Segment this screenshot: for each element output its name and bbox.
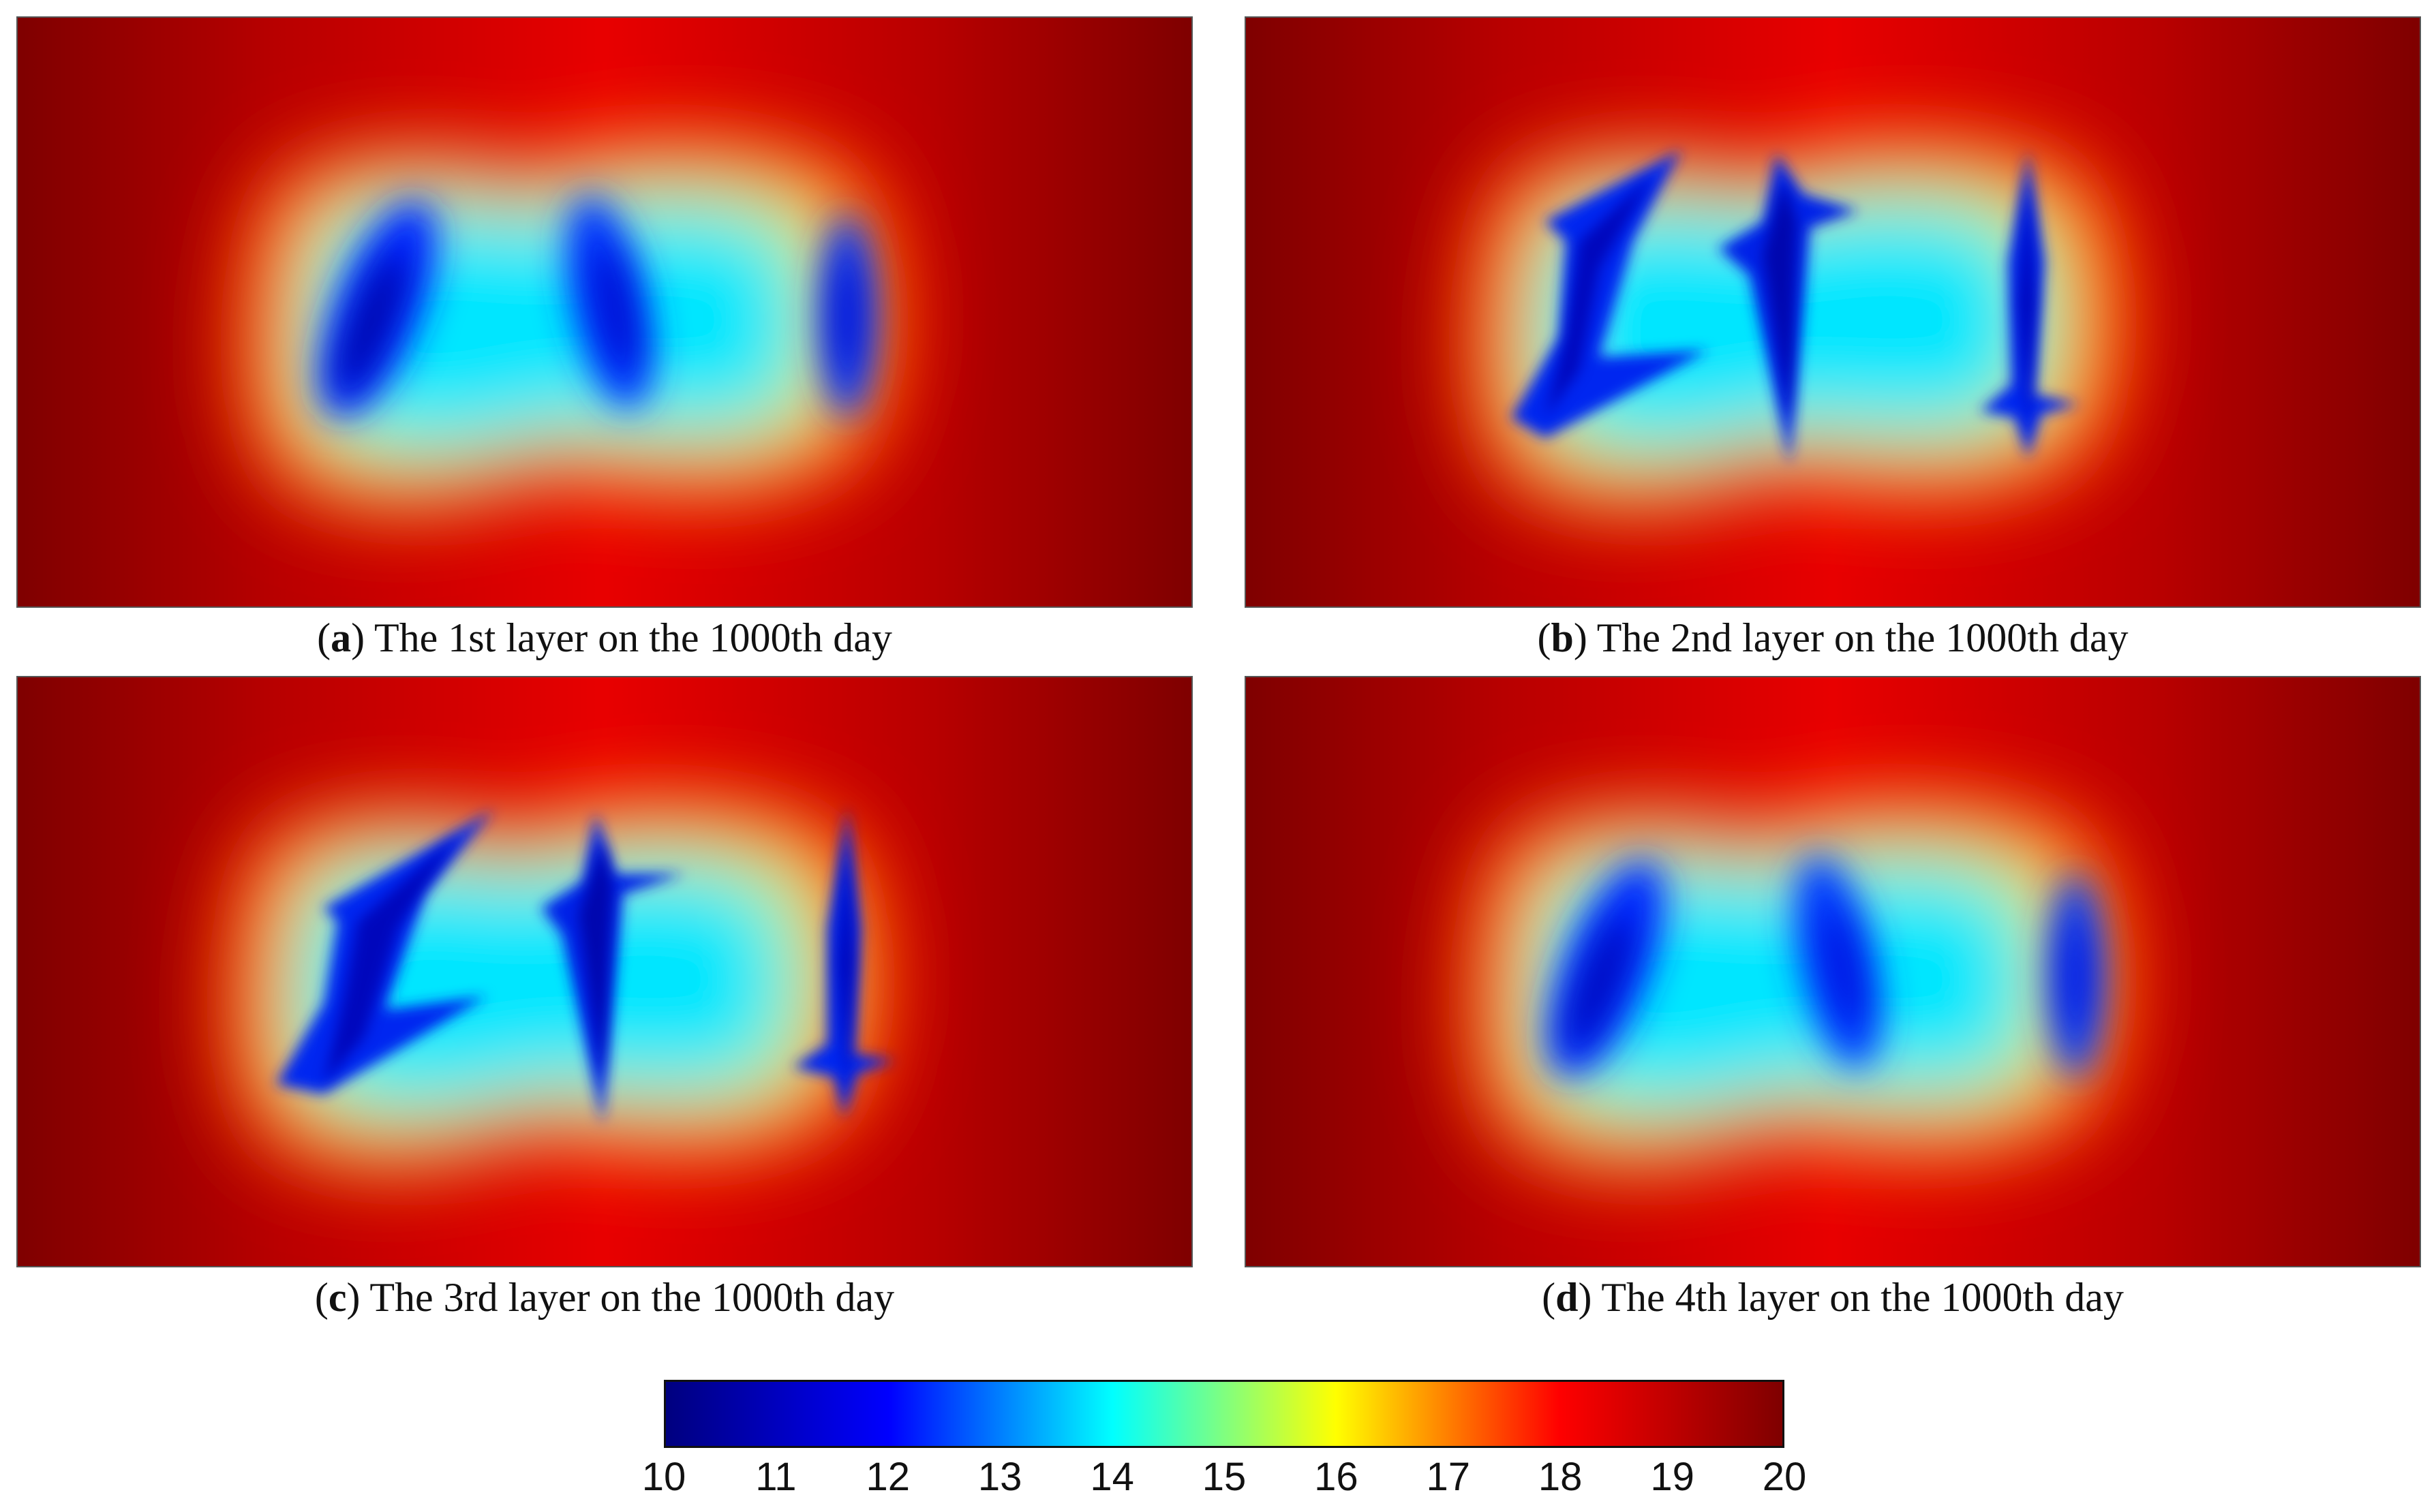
panel-d-caption: (d) The 4th layer on the 1000th day xyxy=(1542,1275,2124,1320)
colorbar-tick-label: 18 xyxy=(1538,1455,1583,1499)
colorbar-tick-label: 12 xyxy=(866,1455,911,1499)
heatmap-panel-d xyxy=(1245,676,2421,1267)
panel-a-caption: (a) The 1st layer on the 1000th day xyxy=(317,615,892,660)
panel-c-title: The 3rd layer on the 1000th day xyxy=(360,1275,895,1320)
panel-b-title: The 2nd layer on the 1000th day xyxy=(1587,615,2129,660)
colorbar-tick-label: 10 xyxy=(641,1455,686,1499)
heatmap-panel-c xyxy=(16,676,1193,1267)
panel-a-title: The 1st layer on the 1000th day xyxy=(365,615,892,660)
colorbar xyxy=(664,1380,1784,1448)
low-zone xyxy=(541,813,684,1125)
panel-d-title: The 4th layer on the 1000th day xyxy=(1592,1275,2124,1320)
heatmap-c-canvas xyxy=(18,677,1191,1266)
heatmap-panel-b xyxy=(1245,16,2421,608)
colorbar-tick-label: 13 xyxy=(977,1455,1022,1499)
panel-c-caption: (c) The 3rd layer on the 1000th day xyxy=(314,1275,895,1320)
colorbar-tick-label: 11 xyxy=(755,1455,797,1499)
heatmap-b-canvas xyxy=(1246,18,2420,606)
panel-d-letter: d xyxy=(1555,1275,1579,1320)
heatmap-a-canvas xyxy=(18,18,1191,606)
heatmap-panel-a xyxy=(16,16,1193,608)
heatmap-d-canvas xyxy=(1246,677,2420,1266)
colorbar-tick-label: 15 xyxy=(1202,1455,1247,1499)
panel-c-letter: c xyxy=(328,1275,347,1320)
contour-field xyxy=(1457,790,2138,1177)
contour-field xyxy=(215,790,896,1177)
panel-b-letter: b xyxy=(1551,615,1574,660)
panel-a-letter: a xyxy=(331,615,352,660)
colorbar-tick-label: 19 xyxy=(1650,1455,1694,1499)
colorbar-tick-label: 14 xyxy=(1090,1455,1134,1499)
colorbar-tick-label: 16 xyxy=(1314,1455,1358,1499)
colorbar-tick-label: 17 xyxy=(1426,1455,1471,1499)
colorbar-tick-label: 20 xyxy=(1762,1455,1807,1499)
panel-b-caption: (b) The 2nd layer on the 1000th day xyxy=(1537,615,2129,660)
